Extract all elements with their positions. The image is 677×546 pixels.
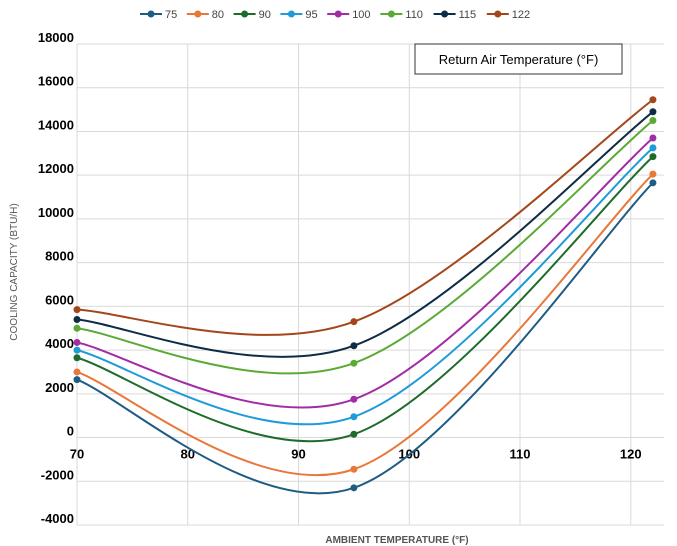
legend-item-75[interactable]: 75 (140, 9, 177, 21)
y-tick-label: 14000 (38, 117, 74, 132)
series-line (76, 147, 654, 426)
series-90 (73, 153, 657, 443)
legend-label: 90 (259, 9, 271, 21)
data-point[interactable] (649, 134, 657, 142)
data-point[interactable] (73, 324, 81, 332)
series-110 (73, 117, 657, 375)
legend-swatch-marker (441, 10, 449, 18)
y-tick-label: 12000 (38, 161, 74, 176)
series-95 (73, 144, 657, 426)
legend-swatch-marker (287, 10, 295, 18)
series-115 (73, 108, 657, 358)
legend-item-100[interactable]: 100 (327, 9, 371, 21)
annotation-box (414, 43, 623, 75)
y-tick-label: 16000 (38, 74, 74, 89)
legend-item-90[interactable]: 90 (233, 9, 271, 21)
legend-swatch-marker (387, 10, 395, 18)
series-line (76, 110, 654, 358)
data-point[interactable] (73, 376, 81, 384)
series-line (76, 98, 654, 336)
data-point[interactable] (350, 465, 358, 473)
legend-swatch-marker (494, 10, 502, 18)
legend: 75 80 90 95 100 110 115 122 (140, 9, 530, 21)
data-point[interactable] (73, 338, 81, 346)
data-point[interactable] (350, 430, 358, 438)
data-point[interactable] (73, 306, 81, 314)
y-tick-label: 2000 (45, 380, 74, 395)
series-80 (73, 170, 657, 477)
legend-item-80[interactable]: 80 (186, 9, 224, 21)
data-point[interactable] (350, 395, 358, 403)
x-tick-label: 120 (620, 447, 642, 462)
legend-swatch-marker (241, 10, 249, 18)
y-tick-label: 8000 (45, 249, 74, 264)
legend-label: 75 (165, 9, 177, 21)
x-tick-label: 80 (181, 447, 195, 462)
legend-label: 95 (305, 9, 317, 21)
y-tick-label: 6000 (45, 292, 74, 307)
y-tick-label: 4000 (45, 336, 74, 351)
legend-swatch-marker (194, 10, 202, 18)
data-point[interactable] (73, 354, 81, 362)
data-point[interactable] (649, 96, 657, 104)
y-axis-ticks: -4000 -2000 0 2000 4000 6000 8000 10000 12000 140… (38, 30, 74, 526)
legend-swatch-marker (334, 10, 342, 18)
data-point[interactable] (73, 315, 81, 323)
data-point[interactable] (649, 179, 657, 187)
y-tick-label: -2000 (41, 467, 74, 482)
series-group (73, 96, 657, 495)
data-point[interactable] (649, 153, 657, 161)
y-tick-label: 18000 (38, 30, 74, 45)
legend-label: 80 (212, 9, 224, 21)
series-line (76, 137, 654, 409)
legend-item-122[interactable]: 122 (486, 9, 530, 21)
y-tick-label: -4000 (41, 511, 74, 526)
data-point[interactable] (350, 484, 358, 492)
legend-label: 110 (405, 9, 423, 21)
data-point[interactable] (350, 318, 358, 326)
x-tick-label: 70 (70, 447, 84, 462)
annotation: Return Air Temperature (°F) (414, 43, 623, 75)
legend-label: 115 (459, 9, 477, 21)
legend-swatch-marker (147, 10, 155, 18)
series-line (76, 155, 654, 443)
legend-item-115[interactable]: 115 (433, 9, 477, 21)
series-100 (73, 134, 657, 409)
y-axis-title: COOLING CAPACITY (BTU/H) (9, 203, 20, 340)
grid (76, 43, 664, 526)
data-point[interactable] (649, 108, 657, 116)
x-axis-ticks: 70 80 90 100 110 120 (70, 447, 642, 462)
data-point[interactable] (350, 359, 358, 367)
series-line (76, 119, 654, 375)
data-point[interactable] (350, 342, 358, 350)
data-point[interactable] (73, 368, 81, 376)
legend-item-110[interactable]: 110 (380, 9, 423, 21)
x-tick-label: 110 (510, 447, 531, 462)
data-point[interactable] (73, 346, 81, 354)
y-tick-label: 0 (67, 424, 74, 439)
data-point[interactable] (350, 413, 358, 421)
series-line (76, 182, 654, 495)
series-122 (73, 96, 657, 336)
x-tick-label: 90 (291, 447, 305, 462)
data-point[interactable] (649, 117, 657, 125)
y-tick-label: 10000 (38, 205, 74, 220)
series-75 (73, 179, 657, 495)
annotation-text: Return Air Temperature (°F) (439, 52, 599, 67)
data-point[interactable] (649, 144, 657, 152)
data-point[interactable] (649, 170, 657, 178)
x-axis-title: AMBIENT TEMPERATURE (°F) (325, 535, 468, 546)
legend-item-95[interactable]: 95 (280, 9, 318, 21)
legend-label: 100 (352, 9, 370, 21)
legend-label: 122 (512, 9, 530, 21)
